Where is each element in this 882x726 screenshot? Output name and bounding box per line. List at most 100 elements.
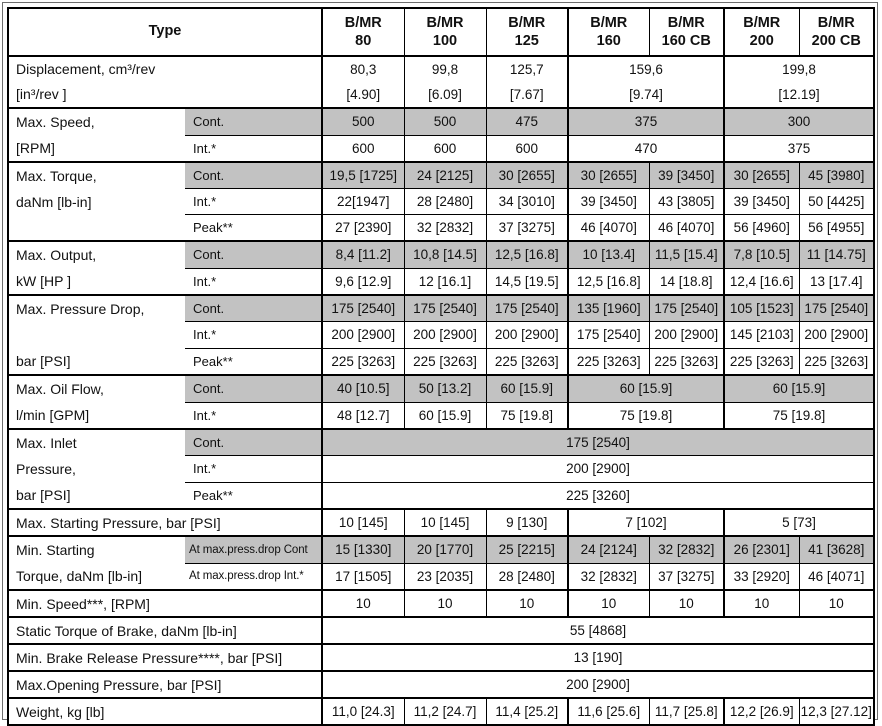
value-cell: 33 [2920] — [723, 562, 800, 591]
row-label-min-starting-torque: Min. Starting Torque, daNm [lb-in] — [7, 535, 185, 591]
value-cell: 145 [2103] — [723, 321, 800, 349]
row-label-min-speed: Min. Speed***, [RPM] — [7, 589, 322, 618]
model-size: 200 CB — [811, 33, 861, 49]
value-cell: 28 [2480] — [403, 188, 487, 215]
value-cell: 19,5 [1725] — [321, 161, 405, 189]
value-cell: 225 [3263] — [403, 347, 487, 376]
model-name: B/MR — [508, 15, 546, 31]
row-max-pressure-drop-int: Int.* 200 [2900] 200 [2900] 200 [2900] 1… — [8, 321, 875, 349]
label-line: kW [HP ] — [16, 273, 71, 289]
value-cell: 75 [19.8] — [485, 401, 569, 430]
label-line: bar [PSI] — [16, 487, 71, 503]
value-cell: 375 — [567, 107, 725, 136]
metric-value: 99,8 — [431, 62, 459, 77]
value-cell: 12,5 [16.8] — [567, 267, 650, 296]
value-cell: 39 [3450] — [648, 161, 725, 189]
value-cell: 11,7 [25.8] — [648, 697, 725, 726]
row-max-speed-cont: Max. Speed, [RPM] Cont. 500 500 475 375 3… — [7, 107, 875, 163]
value-cell: 13 [17.4] — [798, 267, 875, 296]
label-line: Max. Oil Flow, — [16, 381, 104, 397]
model-header-bmr80: B/MR 80 — [321, 7, 405, 57]
value-cell: 10 — [321, 589, 405, 618]
value-cell: 600 — [321, 134, 405, 163]
value-cell: 45 [3980] — [798, 161, 875, 189]
imperial-value: [4.90] — [346, 87, 381, 102]
value-cell: 12,4 [16.6] — [723, 267, 800, 296]
label-line: Pressure, — [16, 461, 76, 477]
value-cell: 26 [2301] — [723, 535, 800, 564]
row-min-brake-release-pressure: Min. Brake Release Pressure****, bar [PS… — [7, 643, 875, 672]
spec-table: Type B/MR 80 B/MR 100 B/MR 125 B/MR 160 B/MR… — [7, 7, 875, 726]
value-cell: 11 [14.75] — [798, 240, 875, 269]
row-label-max-inlet-pressure: Max. Inlet Pressure, bar [PSI] — [7, 428, 185, 510]
value-cell: 43 [3805] — [648, 188, 725, 215]
value-cell: 470 — [567, 134, 725, 163]
value-cell: 30 [2655] — [723, 161, 800, 189]
value-cell: 10 — [723, 589, 800, 618]
value-cell: 24 [2125] — [403, 161, 487, 189]
value-cell: 24 [2124] — [567, 535, 650, 564]
condition-label-int: Int.* — [185, 188, 323, 215]
row-max-output-int: Int.* 9,6 [12.9] 12 [16.1] 14,5 [19.5] 1… — [8, 267, 875, 296]
label-line: Max. Inlet — [16, 435, 77, 451]
value-cell: 12 [16.1] — [403, 267, 487, 296]
row-min-speed: Min. Speed***, [RPM] 10 10 10 10 10 10 1… — [7, 589, 875, 618]
row-max-starting-pressure: Max. Starting Pressure, bar [PSI] 10 [14… — [7, 508, 875, 537]
value-cell: 135 [1960] — [567, 294, 650, 323]
row-label-max-torque: Max. Torque, daNm [lb-in] — [7, 161, 185, 242]
label-line: [RPM] — [16, 140, 55, 156]
value-cell: 225 [3263] — [485, 347, 569, 376]
value-cell: 50 [4425] — [798, 188, 875, 215]
value-cell: 10,8 [14.5] — [403, 240, 487, 269]
value-cell: 55 [4868] — [321, 616, 875, 645]
value-cell: 9,6 [12.9] — [321, 267, 405, 296]
row-min-starting-torque-cont: Min. Starting Torque, daNm [lb-in] At max… — [7, 535, 875, 591]
value-cell: 125,7 [7.67] — [485, 55, 569, 109]
value-cell: 39 [3450] — [567, 188, 650, 215]
value-cell: 11,0 [24.3] — [321, 697, 405, 726]
value-cell: 7 [102] — [567, 508, 725, 537]
imperial-value: [12.19] — [778, 87, 820, 102]
value-cell: 199,8 [12.19] — [723, 55, 875, 109]
value-cell: 225 [3263] — [723, 347, 800, 376]
row-max-inlet-pressure-int: Int.* 200 [2900] — [8, 455, 875, 483]
value-cell: 99,8 [6.09] — [403, 55, 487, 109]
value-cell: 500 — [403, 107, 487, 136]
label-line: daNm [lb-in] — [16, 194, 92, 210]
model-size: 125 — [514, 33, 539, 49]
imperial-value: [6.09] — [428, 87, 462, 102]
condition-label-cont: Cont. — [185, 428, 323, 457]
metric-value: 80,3 — [350, 62, 377, 77]
value-cell: 10 — [798, 589, 875, 618]
value-cell: 27 [2390] — [321, 214, 405, 242]
metric-value: 159,6 — [629, 62, 663, 77]
label-line: bar [PSI] — [16, 353, 71, 369]
value-cell: 200 [2900] — [485, 321, 569, 349]
row-max-pressure-drop-peak: Peak** 225 [3263] 225 [3263] 225 [3263] … — [8, 347, 875, 376]
value-cell: 40 [10.5] — [321, 374, 405, 403]
model-header-bmr125: B/MR 125 — [485, 7, 569, 57]
value-cell: 175 [2540] — [321, 294, 405, 323]
value-cell: 37 [3275] — [648, 562, 725, 591]
row-displacement: Displacement, cm³/rev [in³/rev ] 80,3 [4.9… — [7, 55, 875, 109]
value-cell: 32 [2832] — [567, 562, 650, 591]
row-label-static-brake-torque: Static Torque of Brake, daNm [lb-in] — [7, 616, 322, 645]
value-cell: 60 [15.9] — [723, 374, 875, 403]
value-cell: 14 [18.8] — [648, 267, 725, 296]
value-cell: 200 [2900] — [648, 321, 725, 349]
value-cell: 225 [3263] — [648, 347, 725, 376]
row-weight: Weight, kg [lb] 11,0 [24.3] 11,2 [24.7] … — [7, 697, 875, 726]
condition-label-cont: Cont. — [185, 294, 323, 323]
value-cell: 225 [3260] — [321, 481, 875, 510]
value-cell: 175 [2540] — [403, 294, 487, 323]
value-cell: 75 [19.8] — [723, 401, 875, 430]
condition-label-cont: Cont. — [185, 161, 323, 189]
value-cell: 600 — [485, 134, 569, 163]
metric-value: 199,8 — [782, 62, 816, 77]
value-cell: 11,6 [25.6] — [567, 697, 650, 726]
row-label-max-output: Max. Output, kW [HP ] — [7, 240, 185, 296]
condition-label-int: Int.* — [185, 321, 323, 349]
value-cell: 30 [2655] — [485, 161, 569, 189]
condition-label-int: Int.* — [185, 134, 323, 163]
model-header-bmr200: B/MR 200 — [723, 7, 800, 57]
